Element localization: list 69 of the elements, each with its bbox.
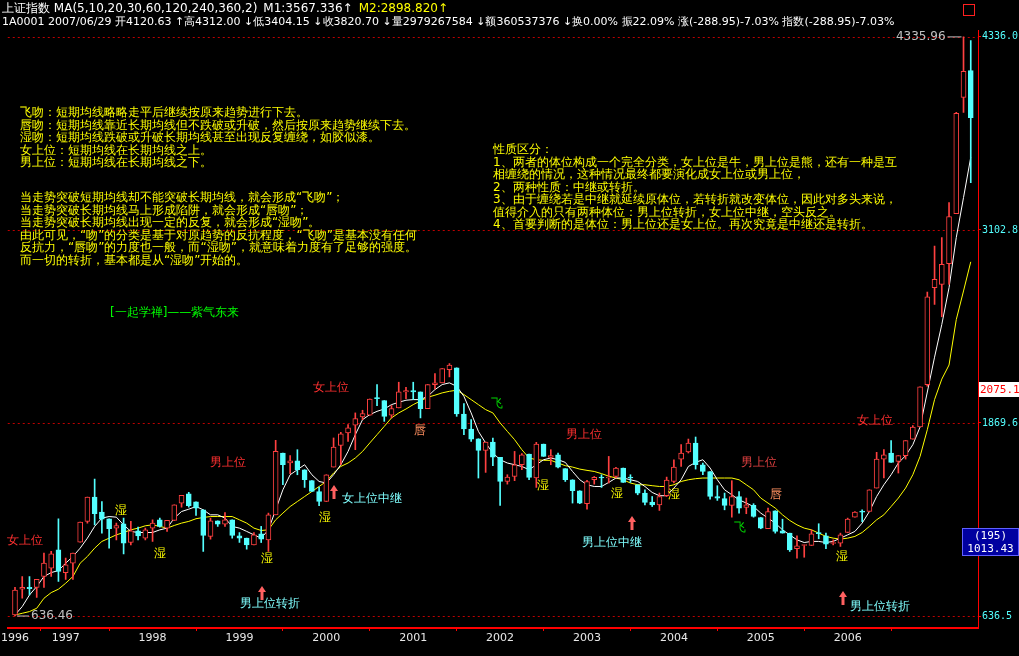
candlestick (678, 444, 684, 467)
annotation: 湿 (537, 477, 549, 492)
candlestick (605, 456, 612, 484)
x-tick-label: 2004 (659, 631, 688, 645)
chart-title: 上证指数 MA(5,10,20,30,60,120,240,360,2) (2, 1, 258, 15)
chart-subtitle: 1A0001 2007/06/29 开4120.63 ↑高4312.00 ↓低3404.15 ↓收3820.70 ↓量2979267584 ↓额360537376 ↓换0.00% 振22.09% 涨(-288.95)-7.03% 指数(-288.95)-7.03% (2, 15, 895, 29)
annotation: 湿 (319, 509, 331, 524)
annotation: 飞吻：短期均线略略走平后继续按原来趋势进行下去。 (20, 105, 308, 119)
x-tick-label: 1998 (138, 631, 167, 645)
annotation: 湿吻：短期均线跌破或升破长期均线甚至出现反复缠绕，如胶似漆。 (20, 130, 380, 144)
annotation: 636.46 (31, 608, 73, 623)
annotation: 飞 (491, 395, 503, 410)
y-tick-label: 4336.0 (982, 30, 1019, 42)
text: M1:3567.336↑ (263, 1, 353, 15)
annotation: 性质区分： (493, 142, 553, 156)
x-tick-label: 1999 (225, 631, 254, 645)
annotation: 湿 (115, 502, 127, 517)
text: M2:2898.820↑ (358, 1, 449, 15)
candlestick (403, 386, 409, 399)
y-tick-label: 3102.8 (982, 223, 1019, 235)
annotation: [一起学禅]——紫气东来 (110, 305, 240, 319)
annotation: 女上位 (313, 379, 349, 394)
x-tick-label: 2002 (486, 631, 515, 645)
x-tick-label: 2005 (746, 631, 775, 645)
annotation: 1、两者的体位构成一个完全分类，女上位是牛，男上位是熊，还有一种是互相缠绕的情况，这种情况最终都要演化成女上位或男上位， (493, 154, 898, 181)
candlestick (352, 412, 359, 451)
annotation: 4、首要判断的是体位：男上位还是女上位。再次究竟是中继还是转折。 (493, 217, 873, 231)
annotation: 当走势突破短期均线却不能突破长期均线，就会形成“飞吻”； (20, 190, 345, 204)
candlestick (410, 381, 417, 400)
annotation: 女上位 (857, 412, 893, 427)
candlestick (287, 455, 293, 474)
x-tick-label: 2001 (399, 631, 428, 645)
annotation: 女上位 (7, 532, 43, 547)
text: 2075.1 (979, 382, 1019, 397)
annotation: 男上位：短期均线在长期均线之下。 (20, 155, 212, 169)
annotation: 男上位 (566, 426, 602, 441)
annotation: 4335.96 (895, 29, 946, 44)
annotation: 男上位 (210, 454, 246, 469)
annotation: 湿 (261, 550, 273, 565)
candlestick (432, 373, 438, 390)
x-tick-label: 1996 (1, 631, 29, 645)
candlestick (345, 424, 351, 442)
candlestick (881, 449, 887, 479)
annotation: 唇 (770, 486, 782, 501)
candlestick (19, 576, 26, 599)
annotation: 湿 (836, 548, 848, 563)
y-tick-label: 1869.6 (982, 416, 1019, 428)
annotation: 飞 (734, 519, 746, 534)
x-tick-label: 1997 (51, 631, 80, 645)
annotation: (195) 1013.43 (962, 528, 1019, 556)
x-tick-label: 2000 (312, 631, 341, 645)
annotation: 而一切的转折，基本都是从“湿吻”开始的。 (20, 252, 249, 267)
annotation: 男上位转折 (240, 595, 300, 610)
y-tick-label: 636.5 (982, 609, 1013, 621)
annotation: 湿 (668, 486, 680, 501)
candlestick (859, 509, 865, 522)
x-tick-label: 2006 (833, 631, 862, 645)
annotation: 唇 (414, 422, 426, 437)
annotation: 女上位中继 (342, 490, 402, 505)
candlestick (547, 449, 554, 466)
annotation: 男上位 (741, 454, 777, 469)
annotation: 湿 (611, 485, 623, 500)
annotation: 男上位转折 (850, 598, 910, 613)
annotation: 当走势突破长期均线出现一定的反复，就会形成“湿吻”。 (20, 215, 321, 229)
annotation: 男上位中继 (582, 534, 642, 549)
annotation: 由此可见，“吻”的分类是基于对原趋势的反抗程度，“飞吻”是基本没有任何反抗力，“唇吻”的力度也一般，而“湿吻”，就意味着力度有了足够的强度。 (20, 227, 418, 254)
x-tick-label: 2003 (573, 631, 602, 645)
annotation: 湿 (154, 545, 166, 560)
candlestick (794, 535, 800, 559)
